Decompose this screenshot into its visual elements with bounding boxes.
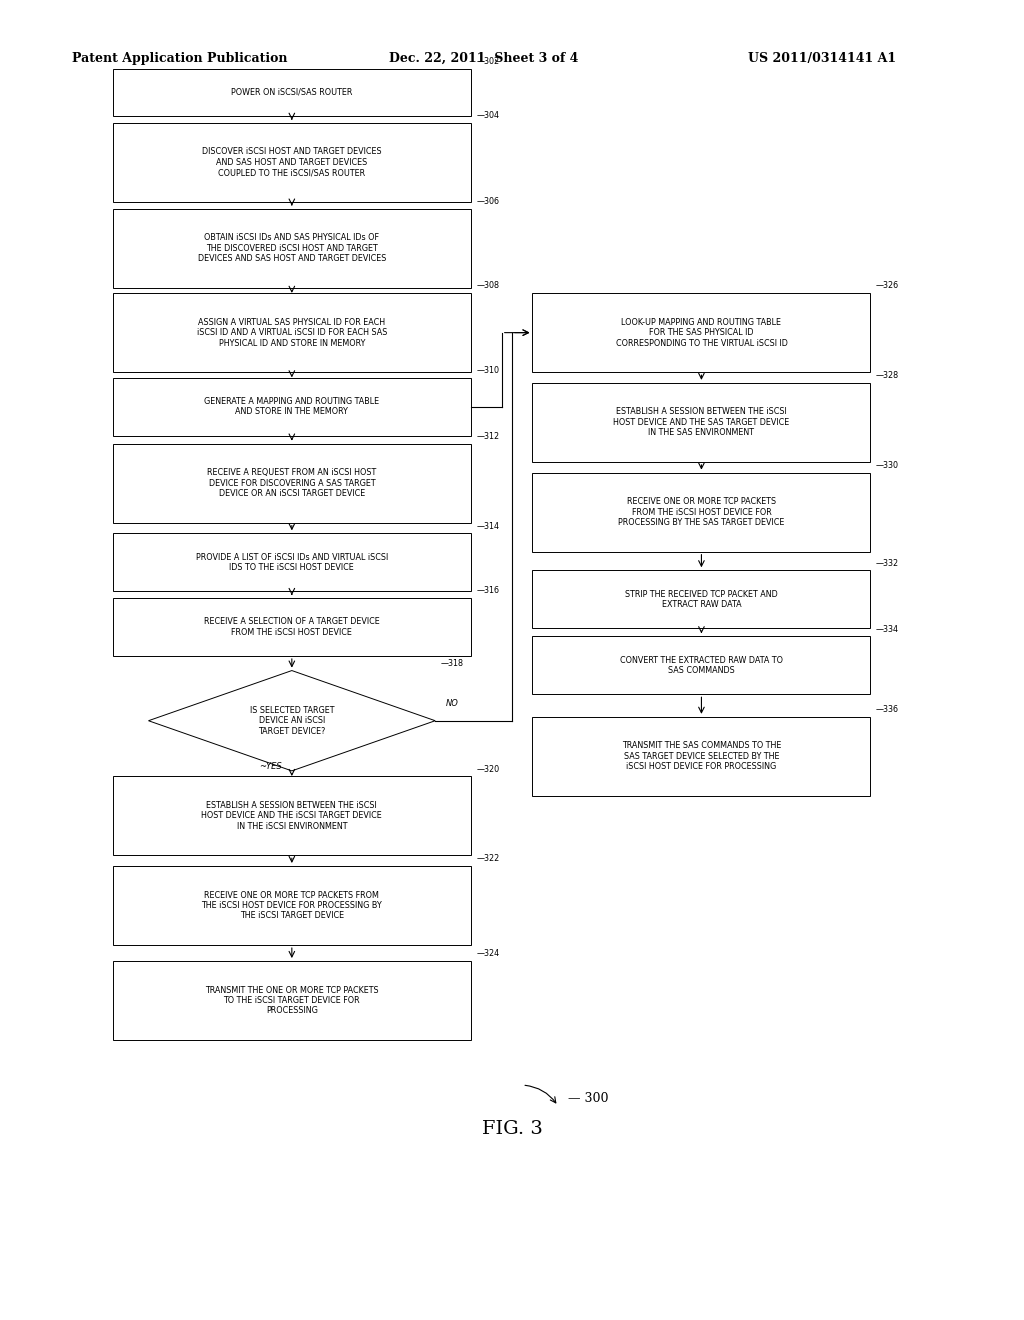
FancyBboxPatch shape: [113, 444, 471, 523]
FancyBboxPatch shape: [113, 209, 471, 288]
FancyBboxPatch shape: [113, 378, 471, 436]
Polygon shape: [148, 671, 435, 771]
Text: TRANSMIT THE SAS COMMANDS TO THE
SAS TARGET DEVICE SELECTED BY THE
iSCSI HOST DE: TRANSMIT THE SAS COMMANDS TO THE SAS TAR…: [622, 742, 781, 771]
Text: IS SELECTED TARGET
DEVICE AN iSCSI
TARGET DEVICE?: IS SELECTED TARGET DEVICE AN iSCSI TARGE…: [250, 706, 334, 735]
Text: OBTAIN iSCSI IDs AND SAS PHYSICAL IDs OF
THE DISCOVERED iSCSI HOST AND TARGET
DE: OBTAIN iSCSI IDs AND SAS PHYSICAL IDs OF…: [198, 234, 386, 263]
Text: Dec. 22, 2011  Sheet 3 of 4: Dec. 22, 2011 Sheet 3 of 4: [389, 51, 579, 65]
FancyBboxPatch shape: [532, 293, 870, 372]
Text: —320: —320: [476, 764, 500, 774]
Text: NO: NO: [445, 698, 459, 708]
Text: —336: —336: [876, 705, 898, 714]
Text: TRANSMIT THE ONE OR MORE TCP PACKETS
TO THE iSCSI TARGET DEVICE FOR
PROCESSING: TRANSMIT THE ONE OR MORE TCP PACKETS TO …: [205, 986, 379, 1015]
FancyBboxPatch shape: [113, 961, 471, 1040]
Text: Patent Application Publication: Patent Application Publication: [72, 51, 287, 65]
Text: ~YES: ~YES: [259, 763, 282, 771]
Text: —302: —302: [476, 57, 500, 66]
Text: US 2011/0314141 A1: US 2011/0314141 A1: [748, 51, 896, 65]
Text: FIG. 3: FIG. 3: [481, 1119, 543, 1138]
Text: —318: —318: [440, 659, 463, 668]
Text: —334: —334: [876, 624, 898, 634]
Text: —310: —310: [476, 366, 499, 375]
FancyBboxPatch shape: [113, 776, 471, 855]
Text: —330: —330: [876, 461, 898, 470]
Text: RECEIVE ONE OR MORE TCP PACKETS FROM
THE iSCSI HOST DEVICE FOR PROCESSING BY
THE: RECEIVE ONE OR MORE TCP PACKETS FROM THE…: [202, 891, 382, 920]
Text: STRIP THE RECEIVED TCP PACKET AND
EXTRACT RAW DATA: STRIP THE RECEIVED TCP PACKET AND EXTRAC…: [625, 590, 778, 609]
FancyBboxPatch shape: [532, 717, 870, 796]
Text: DISCOVER iSCSI HOST AND TARGET DEVICES
AND SAS HOST AND TARGET DEVICES
COUPLED T: DISCOVER iSCSI HOST AND TARGET DEVICES A…: [202, 148, 382, 177]
Text: —308: —308: [476, 281, 499, 290]
Text: —332: —332: [876, 558, 899, 568]
Text: — 300: — 300: [568, 1092, 609, 1105]
Text: RECEIVE A REQUEST FROM AN iSCSI HOST
DEVICE FOR DISCOVERING A SAS TARGET
DEVICE : RECEIVE A REQUEST FROM AN iSCSI HOST DEV…: [207, 469, 377, 498]
Text: —322: —322: [476, 854, 500, 863]
Text: ESTABLISH A SESSION BETWEEN THE iSCSI
HOST DEVICE AND THE iSCSI TARGET DEVICE
IN: ESTABLISH A SESSION BETWEEN THE iSCSI HO…: [202, 801, 382, 830]
Text: —306: —306: [476, 197, 499, 206]
Text: —324: —324: [476, 949, 500, 958]
Text: —328: —328: [876, 371, 899, 380]
Text: CONVERT THE EXTRACTED RAW DATA TO
SAS COMMANDS: CONVERT THE EXTRACTED RAW DATA TO SAS CO…: [620, 656, 783, 675]
Text: LOOK-UP MAPPING AND ROUTING TABLE
FOR THE SAS PHYSICAL ID
CORRESPONDING TO THE V: LOOK-UP MAPPING AND ROUTING TABLE FOR TH…: [615, 318, 787, 347]
FancyBboxPatch shape: [113, 533, 471, 591]
Text: —304: —304: [476, 111, 499, 120]
FancyBboxPatch shape: [113, 598, 471, 656]
FancyBboxPatch shape: [113, 123, 471, 202]
Text: ESTABLISH A SESSION BETWEEN THE iSCSI
HOST DEVICE AND THE SAS TARGET DEVICE
IN T: ESTABLISH A SESSION BETWEEN THE iSCSI HO…: [613, 408, 790, 437]
Text: —312: —312: [476, 432, 500, 441]
FancyBboxPatch shape: [113, 69, 471, 116]
Text: GENERATE A MAPPING AND ROUTING TABLE
AND STORE IN THE MEMORY: GENERATE A MAPPING AND ROUTING TABLE AND…: [204, 397, 380, 416]
FancyBboxPatch shape: [113, 866, 471, 945]
Text: RECEIVE ONE OR MORE TCP PACKETS
FROM THE iSCSI HOST DEVICE FOR
PROCESSING BY THE: RECEIVE ONE OR MORE TCP PACKETS FROM THE…: [618, 498, 784, 527]
Text: RECEIVE A SELECTION OF A TARGET DEVICE
FROM THE iSCSI HOST DEVICE: RECEIVE A SELECTION OF A TARGET DEVICE F…: [204, 618, 380, 636]
FancyBboxPatch shape: [532, 473, 870, 552]
Text: PROVIDE A LIST OF iSCSI IDs AND VIRTUAL iSCSI
IDS TO THE iSCSI HOST DEVICE: PROVIDE A LIST OF iSCSI IDs AND VIRTUAL …: [196, 553, 388, 572]
Text: —326: —326: [876, 281, 899, 290]
Text: —316: —316: [476, 586, 499, 595]
FancyBboxPatch shape: [532, 383, 870, 462]
FancyBboxPatch shape: [532, 636, 870, 694]
Text: ASSIGN A VIRTUAL SAS PHYSICAL ID FOR EACH
iSCSI ID AND A VIRTUAL iSCSI ID FOR EA: ASSIGN A VIRTUAL SAS PHYSICAL ID FOR EAC…: [197, 318, 387, 347]
FancyBboxPatch shape: [113, 293, 471, 372]
FancyBboxPatch shape: [532, 570, 870, 628]
Text: POWER ON iSCSI/SAS ROUTER: POWER ON iSCSI/SAS ROUTER: [231, 88, 352, 96]
Text: —314: —314: [476, 521, 499, 531]
